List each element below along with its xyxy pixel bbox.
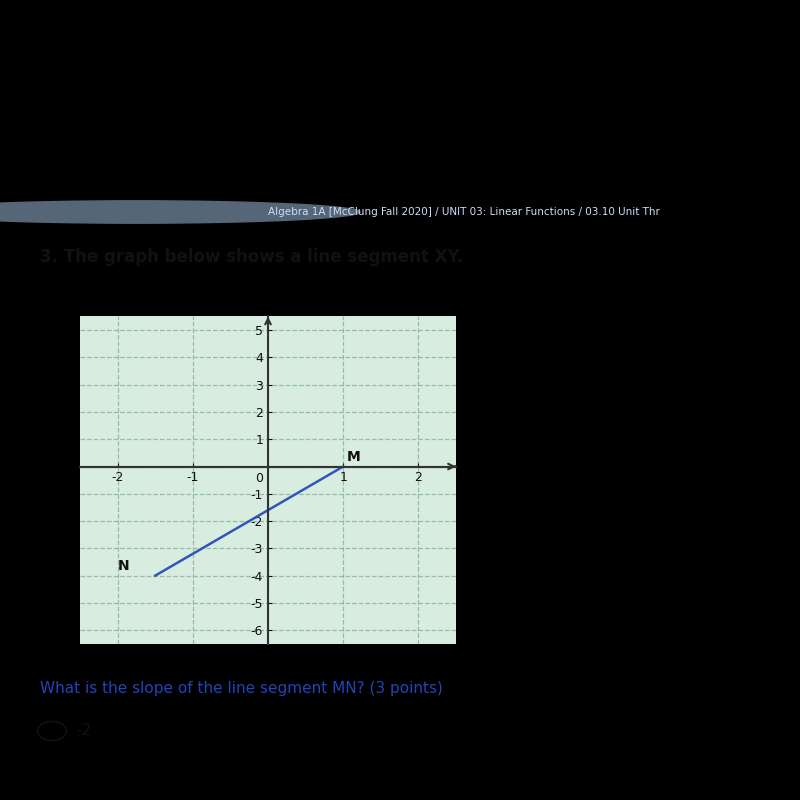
Text: -2: -2 <box>76 723 91 738</box>
Text: 0: 0 <box>255 472 263 486</box>
Text: What is the slope of the line segment MN? (3 points): What is the slope of the line segment MN… <box>40 681 443 696</box>
Text: 3. The graph below shows a line segment XY.: 3. The graph below shows a line segment … <box>40 248 463 266</box>
Circle shape <box>0 201 360 223</box>
Text: N: N <box>118 559 130 573</box>
Text: M: M <box>347 450 361 464</box>
Text: Algebra 1A [McClung Fall 2020] / UNIT 03: Linear Functions / 03.10 Unit Thr: Algebra 1A [McClung Fall 2020] / UNIT 03… <box>268 207 660 217</box>
